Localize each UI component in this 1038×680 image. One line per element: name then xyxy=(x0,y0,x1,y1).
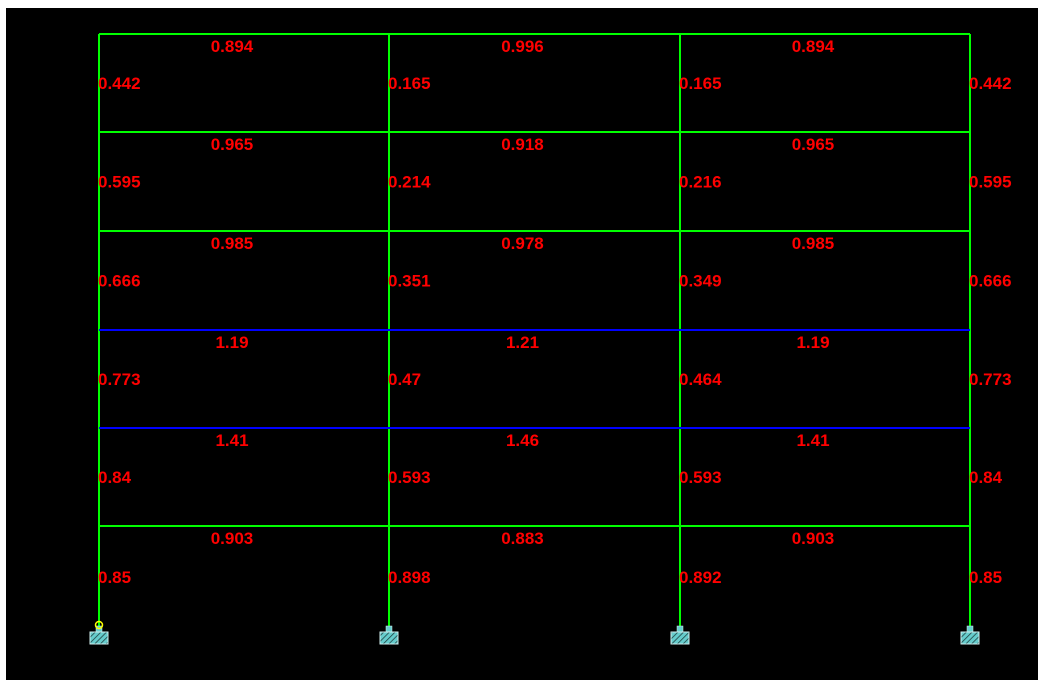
column-ratio-label: 0.349 xyxy=(679,272,722,291)
beam-ratio-label: 0.985 xyxy=(211,234,254,253)
beam-ratio-label: 0.965 xyxy=(792,135,835,154)
frame-viewport[interactable]: 0.894 0.996 0.894 0.965 0.918 0.965 0.985 0.978… xyxy=(6,8,1038,680)
column-ratio-label: 0.216 xyxy=(679,173,722,192)
column-ratio-label: 0.595 xyxy=(969,173,1012,192)
frame-diagram: 0.894 0.996 0.894 0.965 0.918 0.965 0.985 0.978… xyxy=(89,33,1012,645)
beam-ratio-label: 1.46 xyxy=(506,431,539,450)
fixed-support-icon[interactable] xyxy=(960,625,980,645)
beam-ratio-label: 0.903 xyxy=(792,529,835,548)
column-ratio-label: 0.773 xyxy=(98,370,141,389)
column-ratio-label: 0.666 xyxy=(969,272,1012,291)
column-ratio-label: 0.892 xyxy=(679,568,722,587)
column-ratio-label: 0.464 xyxy=(679,370,722,389)
beam-ratio-label: 1.41 xyxy=(796,431,829,450)
beam-ratio-label: 1.21 xyxy=(506,333,539,352)
column-ratio-label: 0.84 xyxy=(98,468,132,487)
beam-ratio-label: 0.978 xyxy=(501,234,544,253)
beam-ratio-label: 0.894 xyxy=(792,37,835,56)
column-ratio-label: 0.351 xyxy=(388,272,431,291)
column-ratio-label: 0.165 xyxy=(679,74,722,93)
column-ratio-label: 0.85 xyxy=(969,568,1002,587)
column-ratio-label: 0.47 xyxy=(388,370,421,389)
beam-ratio-label: 0.985 xyxy=(792,234,835,253)
beam-ratio-label: 0.903 xyxy=(211,529,254,548)
column-ratio-label: 0.595 xyxy=(98,173,141,192)
column-ratio-label: 0.593 xyxy=(388,468,431,487)
beam-ratio-label: 0.965 xyxy=(211,135,254,154)
beam-ratio-label: 1.41 xyxy=(215,431,248,450)
column-ratio-label: 0.442 xyxy=(98,74,141,93)
column-ratio-label: 0.84 xyxy=(969,468,1003,487)
beam-ratio-label: 1.19 xyxy=(215,333,248,352)
beam-ratio-label: 0.894 xyxy=(211,37,254,56)
beam-ratio-label: 1.19 xyxy=(796,333,829,352)
fixed-support-icon[interactable] xyxy=(670,625,690,645)
column-ratio-label: 0.773 xyxy=(969,370,1012,389)
column-ratio-label: 0.165 xyxy=(388,74,431,93)
beam-ratio-label: 0.918 xyxy=(501,135,544,154)
column-ratio-label: 0.666 xyxy=(98,272,141,291)
beam-ratio-label: 0.996 xyxy=(501,37,544,56)
fixed-support-icon[interactable] xyxy=(379,625,399,645)
column-ratio-label: 0.442 xyxy=(969,74,1012,93)
beam-ratio-label: 0.883 xyxy=(501,529,544,548)
node-marker-icon[interactable] xyxy=(94,620,104,630)
column-ratio-label: 0.898 xyxy=(388,568,431,587)
column-ratio-label: 0.85 xyxy=(98,568,131,587)
column-ratio-label: 0.214 xyxy=(388,173,431,192)
column-ratio-label: 0.593 xyxy=(679,468,722,487)
